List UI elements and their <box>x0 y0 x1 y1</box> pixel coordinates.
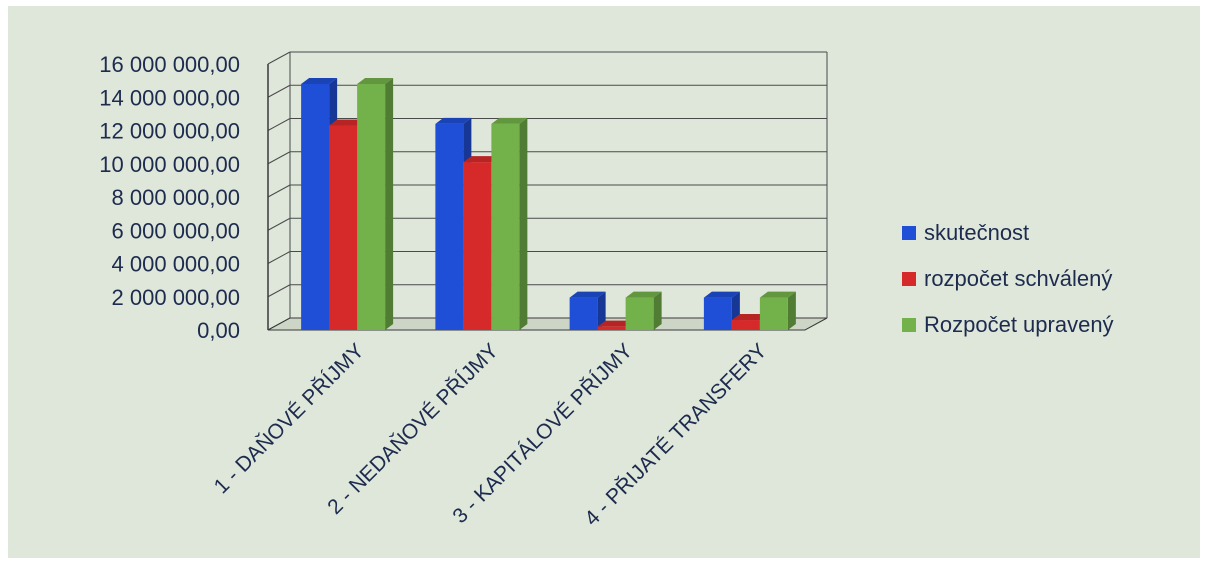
gridline-depth <box>267 118 291 131</box>
bar-front <box>329 125 358 330</box>
chart-background <box>8 6 1200 558</box>
bar-front <box>731 320 760 330</box>
bar-side <box>597 291 606 330</box>
y-tick-label: 14 000 000,00 <box>99 85 240 110</box>
gridline-depth <box>267 184 291 198</box>
y-tick-label: 12 000 000,00 <box>99 119 240 144</box>
bar-top <box>463 156 500 163</box>
bar <box>357 77 394 330</box>
bar <box>569 291 606 330</box>
bar-top <box>759 291 796 298</box>
bar-front <box>463 162 492 330</box>
bar-top <box>301 77 338 84</box>
bar-top <box>625 291 662 298</box>
bar-front <box>759 297 788 330</box>
bar-top <box>569 291 606 298</box>
bar-top <box>731 314 768 321</box>
bar-side <box>385 77 394 330</box>
legend: skutečnost rozpočet schválený Rozpočet upr… <box>902 220 1114 337</box>
bar-front <box>625 297 654 330</box>
bar-top <box>435 117 472 124</box>
y-tick-label: 0,00 <box>197 318 240 343</box>
y-tick-label: 6 000 000,00 <box>112 218 240 243</box>
gridline-depth <box>267 217 291 231</box>
bar-top <box>597 320 634 327</box>
gridline-depth <box>267 284 291 298</box>
legend-swatch <box>902 226 916 240</box>
bar <box>759 291 796 330</box>
bar-front <box>597 326 626 330</box>
legend-label: rozpočet schválený <box>924 266 1112 291</box>
bar-front <box>357 83 386 330</box>
bar-side <box>519 117 528 330</box>
y-tick-label: 2 000 000,00 <box>112 285 240 310</box>
gridline-depth <box>267 151 291 165</box>
gridline-depth <box>267 84 291 98</box>
bar <box>625 291 662 330</box>
bars <box>301 77 796 330</box>
bar-side <box>653 291 662 330</box>
bar-side <box>787 291 796 330</box>
bar-front <box>491 123 520 330</box>
y-tick-label: 4 000 000,00 <box>112 252 240 277</box>
bar <box>491 117 528 330</box>
bar-top <box>357 77 394 84</box>
legend-label: Rozpočet upravený <box>924 312 1114 337</box>
bar-front <box>569 297 598 330</box>
legend-swatch <box>902 318 916 332</box>
bar-top <box>329 119 366 126</box>
gridline-depth <box>267 51 291 65</box>
gridline-depth <box>267 251 291 264</box>
legend-label: skutečnost <box>924 220 1029 245</box>
bar-front <box>703 297 732 330</box>
bar-front <box>301 83 330 330</box>
y-tick-label: 8 000 000,00 <box>112 185 240 210</box>
legend-swatch <box>902 272 916 286</box>
bar-front <box>435 123 464 330</box>
bar-top <box>703 291 740 298</box>
bar-top <box>491 117 528 124</box>
y-tick-label: 16 000 000,00 <box>99 52 240 77</box>
y-tick-label: 10 000 000,00 <box>99 152 240 177</box>
